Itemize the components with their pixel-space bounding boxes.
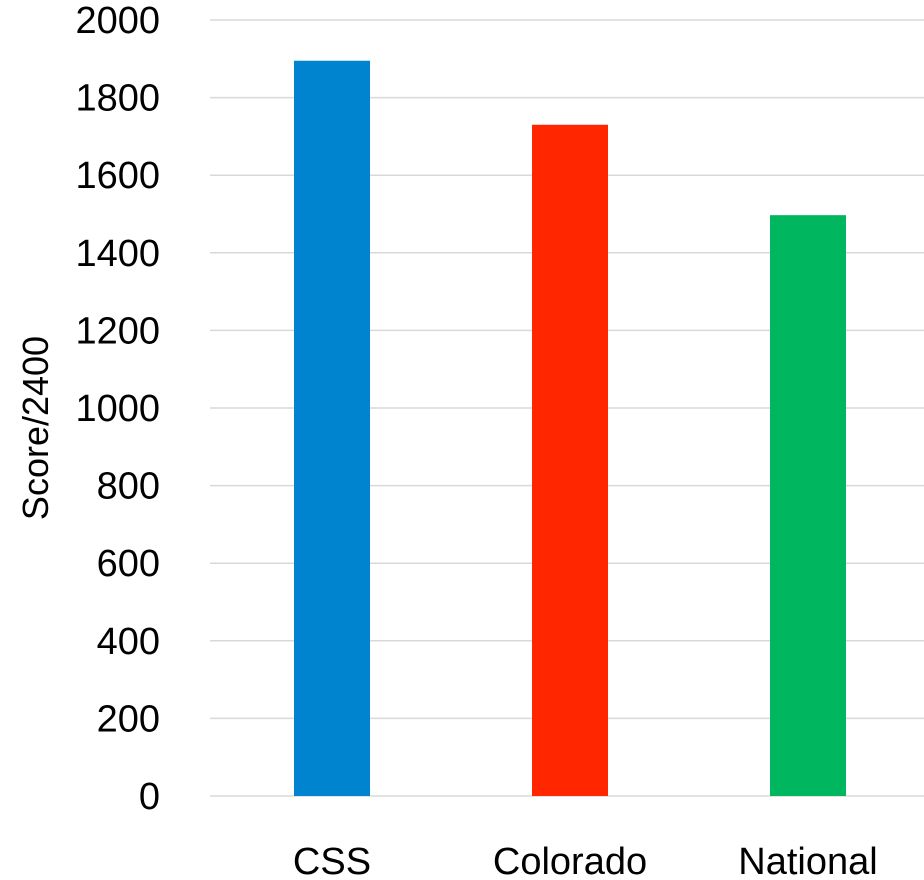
- y-tick-label: 1800: [75, 78, 160, 120]
- x-category-label: Colorado: [493, 841, 647, 880]
- y-tick-label: 400: [97, 621, 160, 663]
- y-axis-title: Score/2400: [15, 336, 56, 520]
- y-axis-ticks: 0 200 400 600 800 1000 1200 1400 1600 1800 2000: [75, 0, 160, 818]
- y-tick-label: 1600: [75, 155, 160, 197]
- bar-national: [770, 215, 846, 796]
- y-tick-label: 200: [97, 698, 160, 740]
- y-tick-label: 1400: [75, 233, 160, 275]
- x-axis-labels: CSS Colorado National: [293, 841, 878, 880]
- y-tick-label: 2000: [75, 0, 160, 42]
- y-tick-label: 800: [97, 466, 160, 508]
- y-tick-label: 0: [139, 776, 160, 818]
- y-tick-label: 1000: [75, 388, 160, 430]
- bars: [294, 60, 846, 797]
- y-tick-label: 1200: [75, 310, 160, 352]
- x-category-label: National: [738, 841, 877, 880]
- x-category-label: CSS: [293, 841, 371, 880]
- bar-css: [294, 60, 370, 797]
- y-tick-label: 600: [97, 543, 160, 585]
- bar-colorado: [532, 124, 608, 796]
